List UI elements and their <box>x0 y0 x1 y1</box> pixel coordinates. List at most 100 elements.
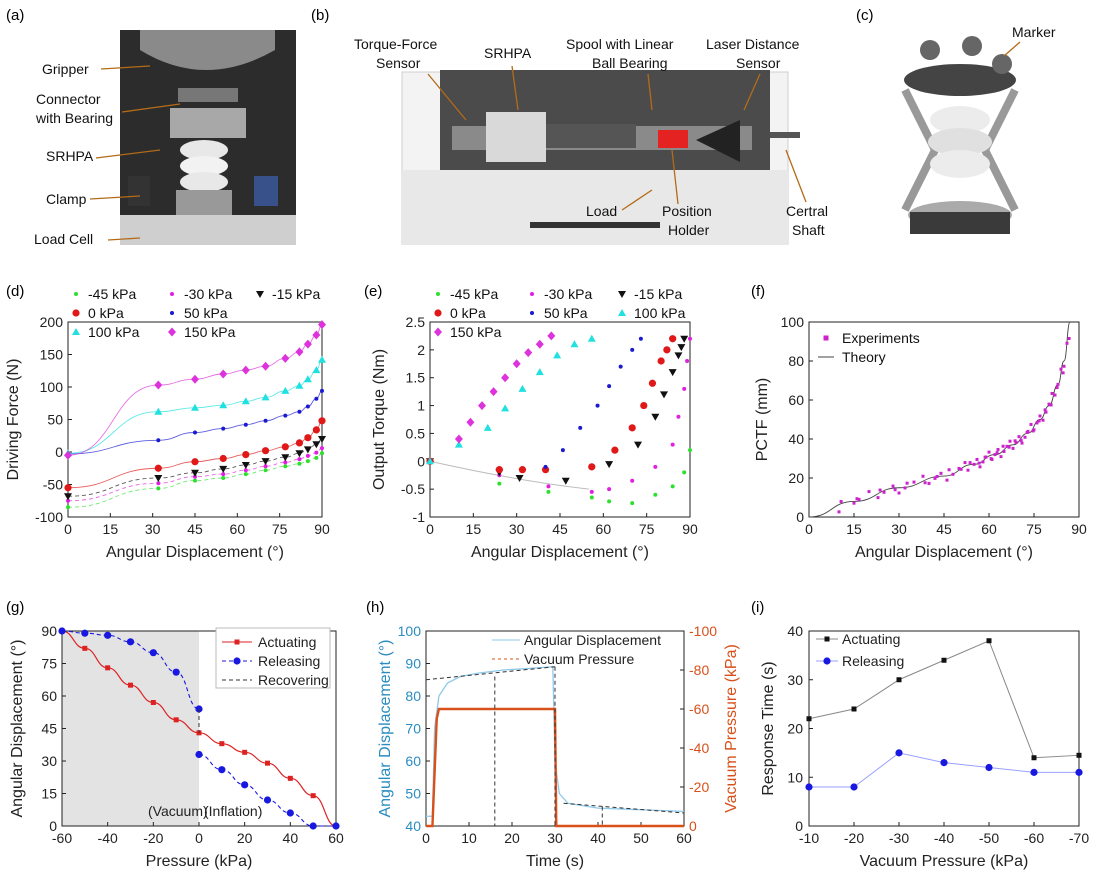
chart-g-ytick-label: 15 <box>41 786 57 802</box>
chart-i-point-1 <box>850 783 858 791</box>
chart-e-xtick-label: 30 <box>509 521 525 537</box>
chart-e-point-3 <box>640 401 648 410</box>
chart-f-point <box>1011 446 1015 450</box>
chart-d-legend-marker-2 <box>256 291 264 298</box>
chart-g-point-releasing <box>309 822 317 830</box>
chart-f-xtick-label: 90 <box>1071 521 1087 537</box>
chart-e-point-1 <box>546 484 551 489</box>
label-spool: Spool with Linear <box>566 36 674 52</box>
chart-d-point-5 <box>154 407 163 415</box>
chart-d-point-6 <box>295 347 304 357</box>
chart-f-xtick-label: 0 <box>805 521 813 537</box>
chart-i-xtick-label: -30 <box>889 830 909 846</box>
chart-g-legend-marker-0 <box>234 639 240 645</box>
chart-g-ytick-label: 0 <box>49 818 57 834</box>
chart-f-point <box>891 484 895 488</box>
chart-f-point <box>857 498 861 502</box>
chart-d-xtick-label: 45 <box>187 521 203 537</box>
label-srhpa-b: SRHPA <box>484 45 532 61</box>
chart-e-point-1 <box>685 359 690 363</box>
chart-d-point-5 <box>295 381 304 389</box>
chart-g-xtick-label: 20 <box>237 830 253 846</box>
chart-f-point <box>852 501 856 505</box>
panel-letter-c: (c) <box>856 7 874 24</box>
chart-g-point-actuating <box>287 775 293 781</box>
chart-e-point-2 <box>515 475 524 482</box>
chart-e-point-3 <box>588 463 596 471</box>
chart-f-point <box>1035 421 1039 425</box>
chart-g-xtick-label: 40 <box>283 830 299 846</box>
chart-g-ytick-label: 90 <box>41 623 57 639</box>
chart-d-ytick-label: 0 <box>55 444 63 460</box>
chart-e-point-6 <box>524 348 533 358</box>
chart-h-ytick-label: 100 <box>398 623 422 639</box>
chart-g-legend-box <box>215 627 331 689</box>
chart-e-point-3 <box>541 466 550 474</box>
chart-e-point-5 <box>535 368 544 376</box>
chart-f-point <box>1055 385 1059 389</box>
chart-d-point-0 <box>320 451 324 456</box>
label-srhpa-a: SRHPA <box>46 148 94 164</box>
chart-g-point-releasing <box>126 638 135 646</box>
chart-d-point-1 <box>156 481 161 486</box>
chart-d-legend-label-6: 150 kPa <box>184 324 236 340</box>
chart-h-ytick-label: 90 <box>405 656 421 672</box>
chart-e-legend-label-5: 100 kPa <box>634 305 686 321</box>
chart-e-legend-marker-3 <box>434 309 442 317</box>
chart-e-point-5 <box>587 334 596 342</box>
chart-d-point-2 <box>261 458 270 466</box>
chart-f-point <box>1014 441 1018 445</box>
chart-f-point <box>933 476 937 480</box>
photo-a-labels: Gripper Connector with Bearing SRHPA Cla… <box>34 61 181 247</box>
chart-h-xtick-label: 40 <box>590 830 606 846</box>
panel-letter-b: (b) <box>311 7 329 24</box>
chart-h-ytick2-label: -100 <box>689 623 717 639</box>
chart-f-point <box>978 465 982 469</box>
chart-d-xtick-label: 15 <box>103 521 119 537</box>
chart-d-point-2 <box>241 462 250 469</box>
photo-c <box>901 36 1019 234</box>
chart-e-point-4 <box>543 464 548 469</box>
label-load-cell: Load Cell <box>34 231 93 247</box>
chart-e-point-6 <box>535 339 544 349</box>
chart-g: -60 -40 -20 0 20 40 60 0 15 30 45 60 75 90 Pressure (k… <box>9 623 344 870</box>
chart-i-ytick-label: 0 <box>795 818 803 834</box>
chart-i-point-0 <box>851 706 857 712</box>
chart-e-point-3 <box>663 346 671 354</box>
chart-h-ytick2-label: -20 <box>689 779 709 795</box>
chart-e-legend-label-2: -15 kPa <box>634 286 682 302</box>
chart-g-point-actuating <box>242 749 248 755</box>
photo-b <box>401 70 800 245</box>
chart-f-point <box>912 480 916 484</box>
chart-h-ytick2-label: -40 <box>689 740 709 756</box>
chart-e-point-4 <box>607 384 612 389</box>
chart-d-point-5 <box>281 386 290 394</box>
chart-i-xtick-label: -40 <box>934 830 954 846</box>
chart-d-legend-marker-0 <box>74 292 78 296</box>
chart-f-point <box>878 488 882 492</box>
chart-e-ytick-label: 1 <box>417 398 425 414</box>
chart-d-point-5 <box>318 355 326 363</box>
chart-f-point <box>837 510 841 514</box>
chart-f-point <box>927 481 931 485</box>
chart-h: 0 10 20 30 40 50 60 40 50 60 70 80 90 100 Time (s) Angu… <box>377 623 740 870</box>
chart-d-point-1 <box>320 446 324 451</box>
chart-d-point-6 <box>64 450 72 460</box>
chart-d-point-0 <box>263 468 268 473</box>
chart-e-xlabel: Angular Displacement (°) <box>471 544 649 561</box>
chart-h-ylabel: Angular Displacement (°) <box>377 639 394 817</box>
chart-i-legend-marker-0 <box>824 636 830 642</box>
chart-e-point-6 <box>489 387 498 397</box>
chart-e-legend-label-4: 50 kPa <box>544 305 588 321</box>
chart-f-point <box>1065 341 1069 345</box>
chart-e-point-6 <box>512 359 521 369</box>
chart-g-xtick-label: -40 <box>98 830 118 846</box>
chart-d-legend-label-4: 50 kPa <box>184 305 228 321</box>
chart-e-point-0 <box>670 484 675 489</box>
chart-d-point-4 <box>297 409 302 414</box>
chart-d-point-1 <box>243 468 248 473</box>
chart-f-point <box>1019 438 1023 442</box>
chart-f-point <box>1026 429 1030 433</box>
chart-e-ytick-label: 2 <box>417 342 425 358</box>
chart-e-point-1 <box>653 464 658 469</box>
